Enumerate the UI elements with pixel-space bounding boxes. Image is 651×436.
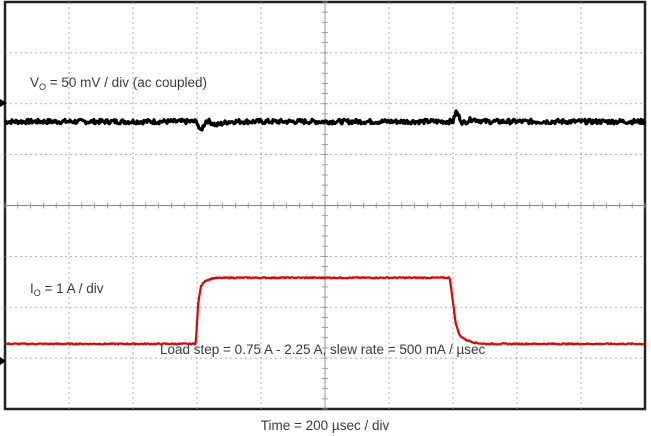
current-series-label: IO = 1 A / div [30,281,104,298]
ch2-marker-icon [0,357,6,365]
voltage-trace [4,109,647,132]
load-step-annotation: Load step = 0.75 A - 2.25 A, slew rate =… [160,342,485,357]
current-trace [4,276,646,346]
voltage-series-label: VO = 50 mV / div (ac coupled) [30,75,207,92]
x-axis-label: Time = 200 µsec / div [261,418,390,433]
ch1-marker-icon [0,99,7,107]
grid [4,1,646,410]
traces [4,109,647,346]
